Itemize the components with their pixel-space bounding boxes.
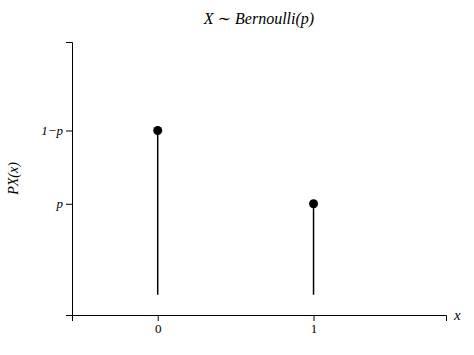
y-tick-label: 1−p xyxy=(41,123,63,138)
y-tick: p xyxy=(56,196,73,211)
x-axis: 01 xyxy=(73,315,447,336)
y-tick: 1−p xyxy=(41,123,72,138)
chart: 011−ppX ∼ Bernoulli(p)xPX(x) xyxy=(0,0,474,355)
stem xyxy=(157,130,159,294)
y-tick-mark xyxy=(66,130,72,131)
stem xyxy=(313,204,315,295)
x-tick-mark xyxy=(314,315,315,321)
y-tick-label: p xyxy=(56,196,64,211)
x-tick-label: 1 xyxy=(311,321,318,336)
y-axis: 1−p p xyxy=(41,43,72,316)
x-axis-line xyxy=(73,316,447,322)
x-tick-mark xyxy=(158,315,159,321)
title: X ∼ Bernoulli(p) xyxy=(203,10,314,28)
x-tick: 1 xyxy=(311,315,318,336)
stem-marker xyxy=(153,126,162,135)
stems xyxy=(153,126,318,295)
y-axis-line xyxy=(66,43,73,316)
plot: 011−pp xyxy=(41,43,446,337)
x-tick: 0 xyxy=(155,315,162,336)
y-axis-label: PX(x) xyxy=(6,162,22,196)
x-axis-label: x xyxy=(453,307,461,323)
y-tick-mark xyxy=(66,204,72,205)
x-tick-label: 0 xyxy=(155,321,162,336)
stem-marker xyxy=(309,199,318,208)
